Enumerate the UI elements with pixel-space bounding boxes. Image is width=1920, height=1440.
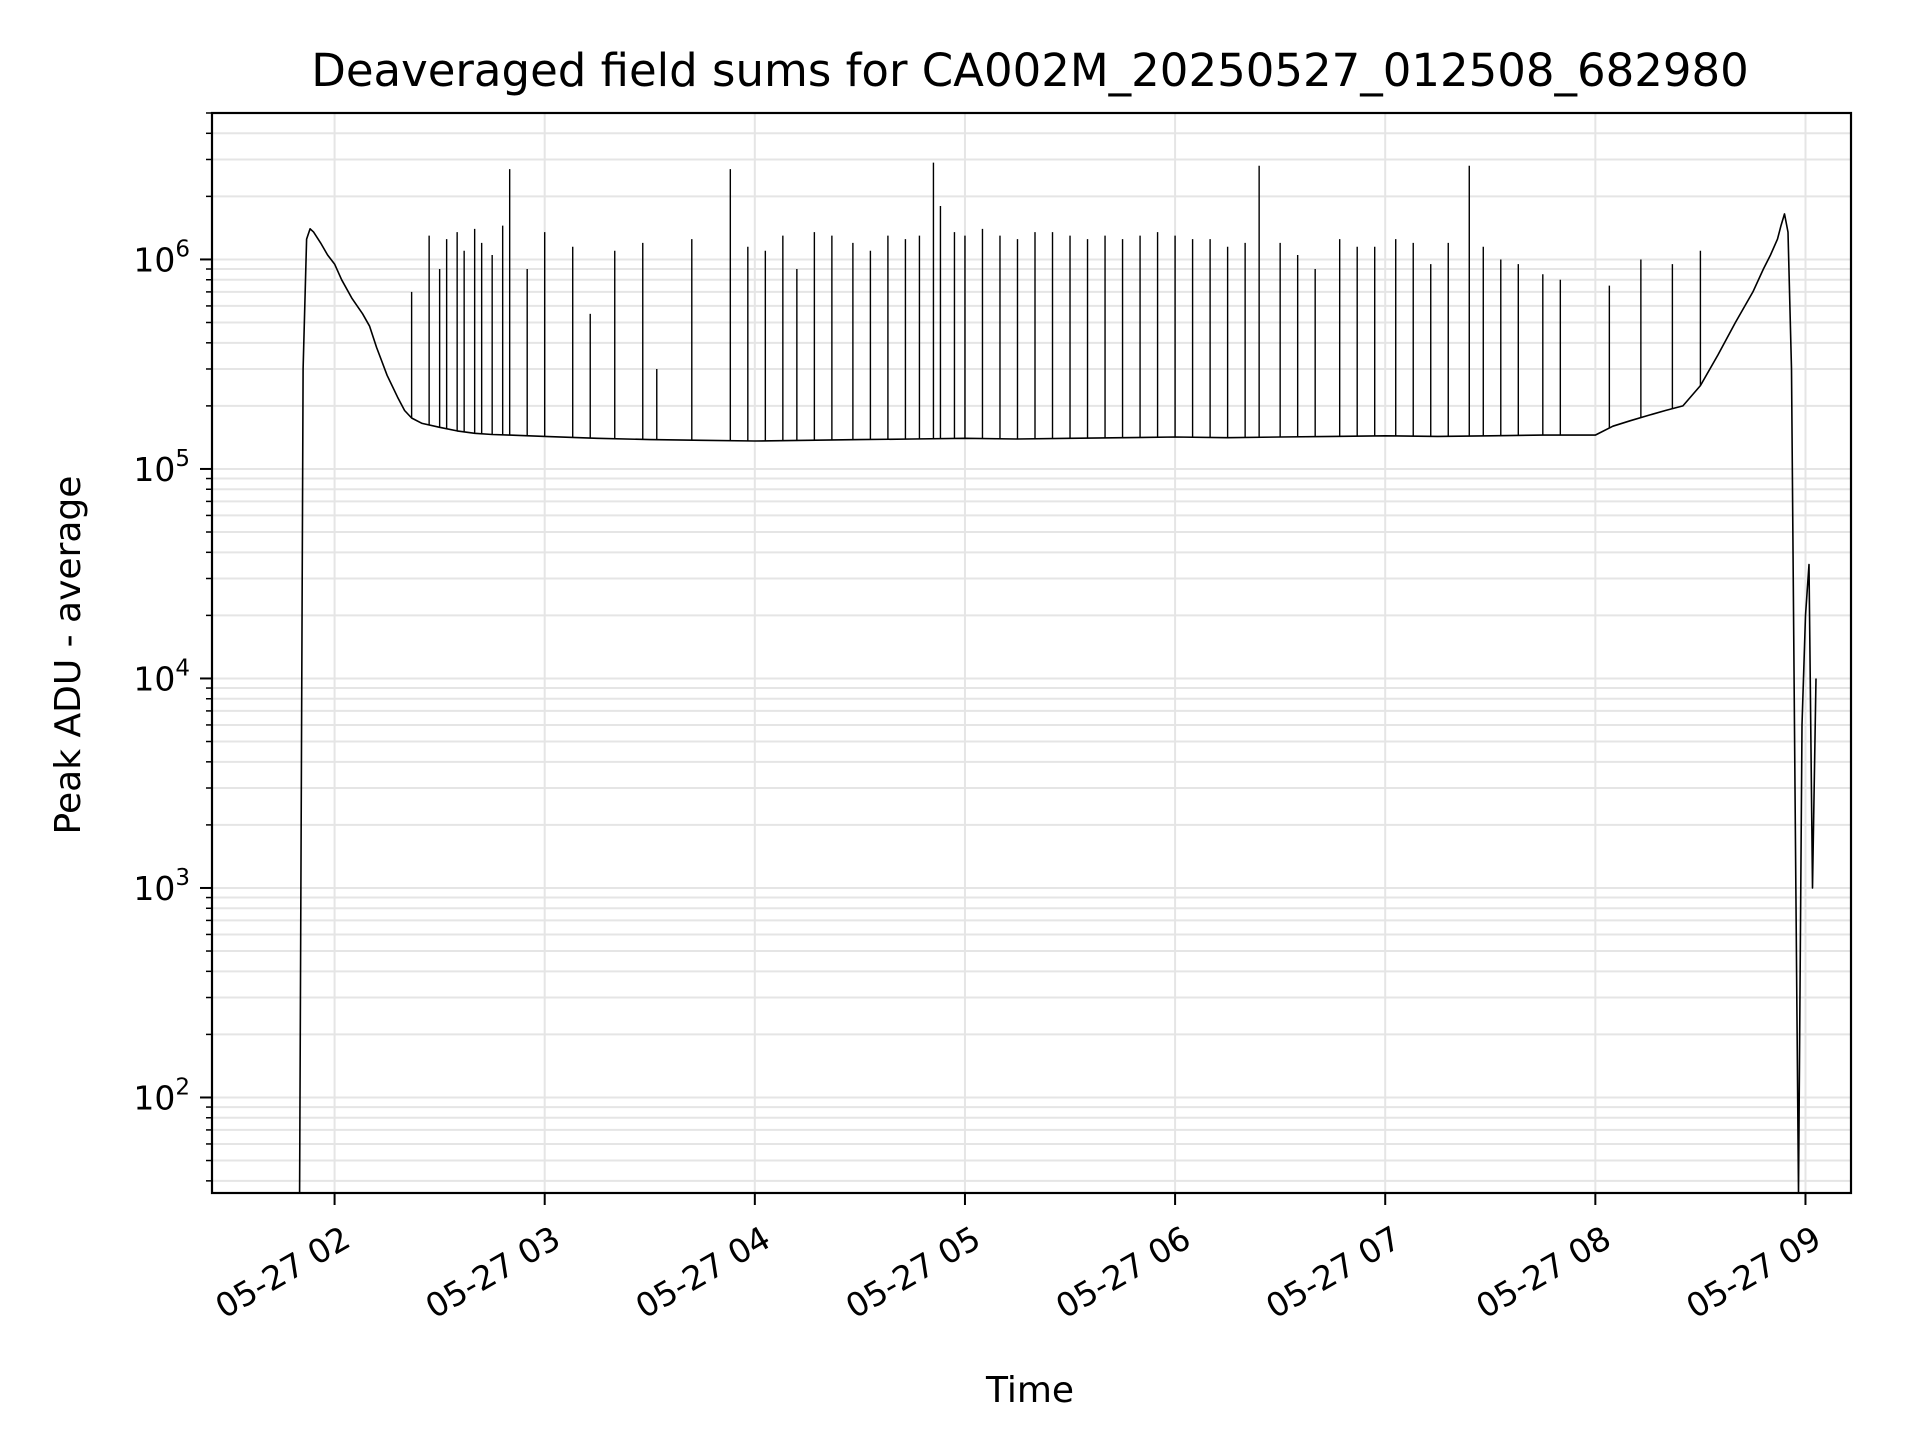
plot-frame [210,111,1853,1195]
x-axis-label: Time [985,1370,1074,1411]
series-layer [298,162,1817,1193]
y-tick-label-base: 10 [133,1078,175,1117]
y-tick-label-exponent: 6 [175,236,190,262]
y-tick-label-base: 10 [133,659,175,698]
y-tick-label-exponent: 3 [175,865,190,891]
y-tick-label: 103 [133,865,190,908]
y-tick-label: 104 [133,655,190,698]
y-tick-label-exponent: 4 [175,655,190,681]
y-tick-label-base: 10 [133,450,175,489]
y-tick-label-exponent: 2 [175,1074,190,1100]
y-tick-label-base: 10 [133,240,175,279]
y-tick-label-exponent: 5 [175,446,190,472]
y-tick-label: 106 [133,236,190,279]
grid-layer [212,112,1851,1193]
y-tick-label: 105 [133,446,190,489]
y-axis-label: Peak ADU - average [48,476,89,835]
y-tick-label-base: 10 [133,869,175,908]
chart-title: Deaveraged field sums for CA002M_2025052… [311,44,1749,97]
y-tick-label: 102 [133,1074,190,1117]
